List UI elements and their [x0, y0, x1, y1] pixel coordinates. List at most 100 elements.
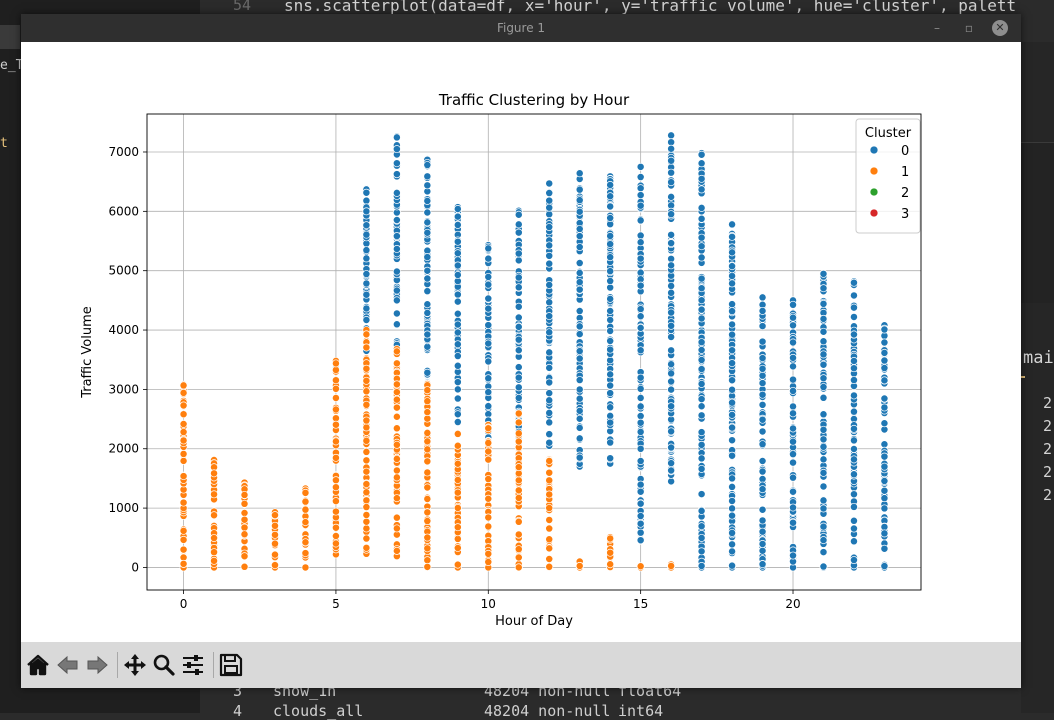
- scatter-point: [880, 544, 889, 553]
- scatter-point: [453, 459, 462, 468]
- scatter-point: [179, 535, 188, 544]
- scatter-point: [331, 420, 340, 429]
- scatter-point: [179, 381, 188, 390]
- scatter-point: [758, 337, 767, 346]
- scatter-point: [545, 210, 554, 219]
- toolbar-separator: [117, 652, 118, 678]
- scatter-point: [850, 490, 858, 499]
- scatter-point: [453, 271, 462, 279]
- scatter-point: [423, 218, 432, 227]
- scatter-point: [697, 338, 706, 347]
- scatter-point: [636, 519, 645, 528]
- close-button[interactable]: ✕: [992, 20, 1008, 36]
- scatter-point: [697, 428, 706, 437]
- scatter-point: [514, 249, 523, 258]
- scatter-point: [423, 330, 432, 339]
- scatter-point: [850, 364, 858, 373]
- y-tick-label: 6000: [108, 204, 139, 218]
- scatter-point: [423, 161, 432, 170]
- scatter-point: [667, 377, 676, 386]
- figure-canvas[interactable]: 0 5 10 15 20 0 1000 2000 3000 4000 5000 6000 7000 Tr…: [21, 42, 1021, 642]
- scatter-point: [453, 309, 462, 318]
- scatter-point: [697, 305, 706, 314]
- scatter-point: [301, 505, 310, 514]
- scatter-point: [758, 560, 767, 569]
- scatter-point: [697, 242, 706, 251]
- window-title: Figure 1: [496, 21, 546, 35]
- scatter-point: [606, 345, 615, 354]
- scatter-point: [606, 389, 615, 398]
- home-button[interactable]: [25, 652, 51, 678]
- zoom-button[interactable]: [151, 652, 177, 678]
- scatter-point: [392, 309, 401, 318]
- scatter-point: [362, 503, 371, 511]
- scatter-point: [880, 494, 889, 503]
- scatter-point: [575, 259, 584, 267]
- scatter-point: [789, 473, 797, 482]
- y-tick-label: 3000: [108, 382, 139, 396]
- scatter-point: [789, 402, 797, 411]
- scatter-point: [423, 300, 432, 309]
- scatter-point: [453, 378, 462, 387]
- scatter-point: [301, 497, 310, 506]
- scatter-point: [514, 409, 523, 418]
- scatter-point: [850, 524, 858, 533]
- scatter-point: [697, 185, 706, 194]
- scatter-point: [362, 400, 371, 409]
- scatter-point: [667, 261, 676, 270]
- scatter-point: [728, 474, 737, 483]
- scatter-point: [392, 513, 401, 522]
- scatter-point: [362, 279, 371, 288]
- pan-button[interactable]: [122, 652, 148, 678]
- scatter-point: [728, 482, 737, 491]
- configure-button[interactable]: [180, 652, 206, 678]
- save-icon: [219, 653, 243, 677]
- scatter-point: [636, 384, 645, 393]
- scatter-point: [423, 386, 432, 395]
- scatter-point: [667, 385, 676, 394]
- legend-marker: [869, 187, 879, 197]
- scatter-point: [179, 401, 188, 410]
- scatter-point: [331, 497, 340, 506]
- scatter-point: [697, 346, 706, 354]
- scatter-point: [850, 278, 858, 287]
- scatter-point: [758, 415, 767, 424]
- scatter-point: [514, 493, 523, 502]
- scatter-point: [362, 364, 371, 373]
- scatter-point: [453, 394, 462, 403]
- back-button[interactable]: [55, 652, 81, 678]
- minimize-button[interactable]: –: [934, 21, 940, 35]
- scatter-point: [636, 480, 645, 489]
- scatter-point: [758, 527, 767, 536]
- scatter-point: [606, 283, 615, 292]
- forward-button[interactable]: [84, 652, 110, 678]
- save-button[interactable]: [218, 652, 244, 678]
- terminal-cell: clouds_all: [273, 702, 364, 720]
- scatter-point: [819, 562, 828, 571]
- scatter-point: [423, 266, 432, 275]
- scatter-point: [575, 562, 584, 570]
- scatter-point: [362, 543, 371, 552]
- scatter-point: [331, 437, 340, 446]
- right-panel-section: [1021, 142, 1054, 303]
- scatter-point: [697, 562, 706, 570]
- scatter-point: [423, 414, 432, 423]
- legend: Cluster 0 1 2 3: [855, 118, 921, 234]
- scatter-point: [728, 330, 737, 339]
- scatter-point: [850, 455, 858, 464]
- scatter-point: [545, 298, 554, 307]
- scatter-point: [179, 388, 188, 397]
- window-titlebar[interactable]: Figure 1 – ▫ ✕: [21, 14, 1021, 42]
- scatter-point: [331, 405, 340, 414]
- scatter-point: [697, 533, 706, 542]
- scatter-point: [575, 423, 584, 432]
- scatter-point: [179, 428, 188, 436]
- scatter-point: [301, 549, 310, 558]
- scatter-point: [697, 365, 706, 374]
- maximize-button[interactable]: ▫: [964, 21, 974, 35]
- scatter-point: [575, 453, 584, 462]
- scatter-point: [423, 368, 432, 377]
- legend-marker: [869, 145, 879, 155]
- scatter-point: [880, 477, 889, 485]
